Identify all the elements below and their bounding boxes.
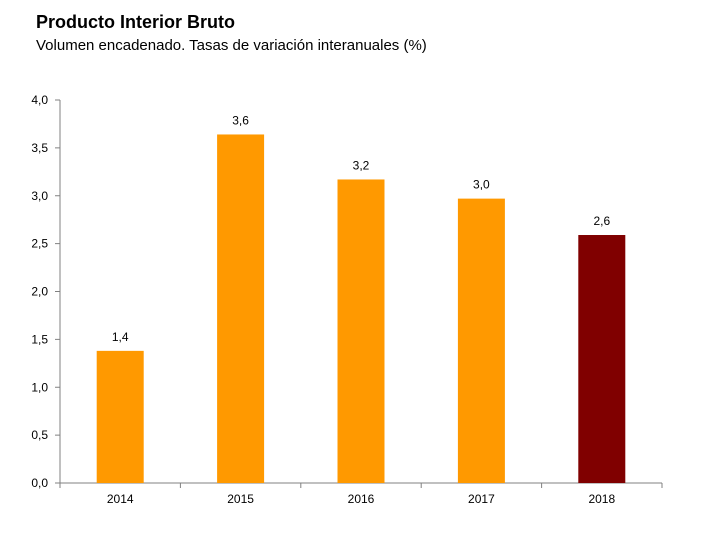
chart-title: Producto Interior Bruto xyxy=(36,12,235,32)
bar-2014 xyxy=(96,350,144,483)
x-tick-label-2016: 2016 xyxy=(348,492,375,506)
labels: 0,0 0,5 1,0 1,5 2,0 2,5 3,0 3,5 4,0 1,4 2014 3,6 201… xyxy=(31,93,615,506)
data-label-2014: 1,4 xyxy=(112,330,129,344)
data-label-2016: 3,2 xyxy=(353,158,370,172)
y-tick-label: 3,5 xyxy=(31,141,48,155)
chart-subtitle: Volumen encadenado. Tasas de variación i… xyxy=(36,37,427,54)
y-tick-label: 3,0 xyxy=(31,189,48,203)
data-label-2017: 3,0 xyxy=(473,178,490,192)
x-tick-label-2014: 2014 xyxy=(107,492,134,506)
data-label-2015: 3,6 xyxy=(232,113,249,127)
bar-2017 xyxy=(457,198,505,483)
bar-2016 xyxy=(337,179,385,483)
y-tick-label: 2,5 xyxy=(31,237,48,251)
y-tick-label: 1,5 xyxy=(31,332,48,346)
bar-2015 xyxy=(217,134,265,483)
x-tick-label-2015: 2015 xyxy=(227,492,254,506)
x-tick-label-2018: 2018 xyxy=(588,492,615,506)
y-tick-label: 4,0 xyxy=(31,93,48,107)
data-label-2018: 2,6 xyxy=(593,214,610,228)
bar-2018 xyxy=(578,235,626,483)
y-tick-label: 0,5 xyxy=(31,428,48,442)
bars xyxy=(96,134,626,483)
y-tick-label: 2,0 xyxy=(31,285,48,299)
x-tick-label-2017: 2017 xyxy=(468,492,495,506)
y-tick-label: 0,0 xyxy=(31,476,48,490)
y-tick-label: 1,0 xyxy=(31,380,48,394)
